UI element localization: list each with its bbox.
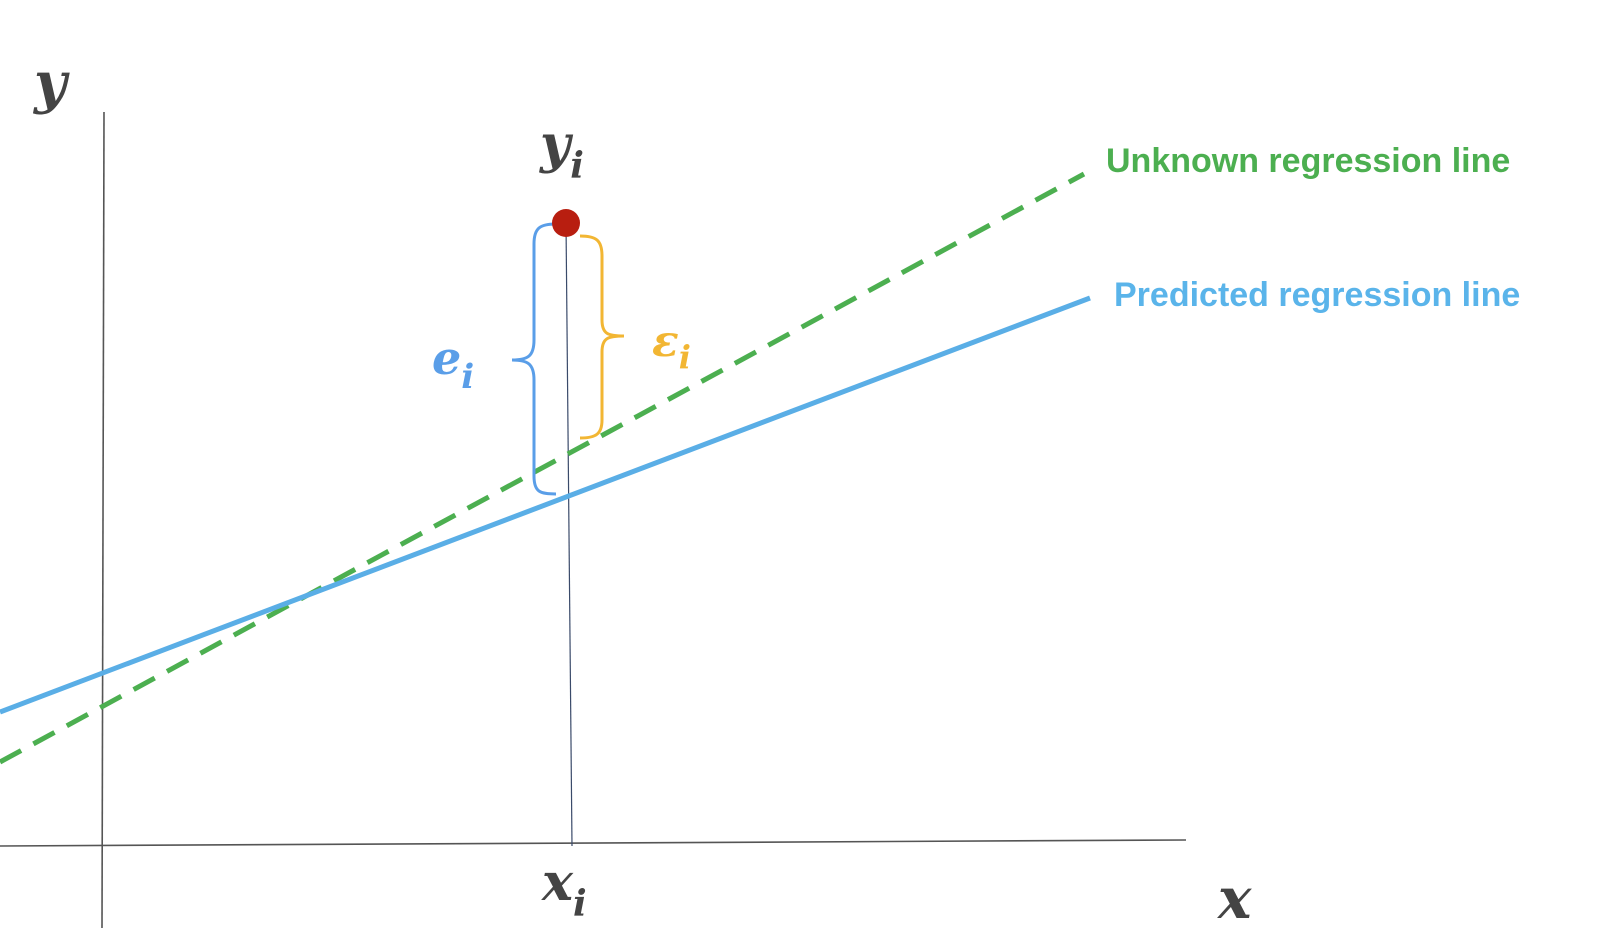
xi-label-subscript: i [573,883,587,925]
unknown-regression-line [0,171,1086,765]
x-axis-label-text: x [1217,866,1252,928]
y-axis-line [101,111,105,928]
epsi-label-base: ε [652,316,679,367]
yi-label: yi [539,114,584,187]
ei-label-base: e [432,331,461,385]
observed-point [552,209,580,237]
y-axis-label: y [32,50,70,116]
predicted-line-legend: Predicted regression line [1114,276,1520,314]
xi-guide-line [565,221,573,847]
ei-label: ei [432,331,474,397]
ei-label-subscript: i [461,357,474,397]
x-axis-label: x [1217,866,1252,928]
e-bracket [511,222,557,496]
yi-label-subscript: i [570,145,584,187]
yi-label-base: y [539,114,574,175]
xi-label-base: x [541,852,574,913]
epsi-label: εi [652,316,691,376]
unknown-line-legend: Unknown regression line [1106,142,1510,180]
epsi-label-subscript: i [679,338,691,376]
predicted-regression-line [0,295,1091,715]
xi-label: xi [541,852,587,925]
y-axis-label-text: y [32,50,70,116]
eps-bracket [579,234,625,440]
x-axis-line [0,839,1187,847]
